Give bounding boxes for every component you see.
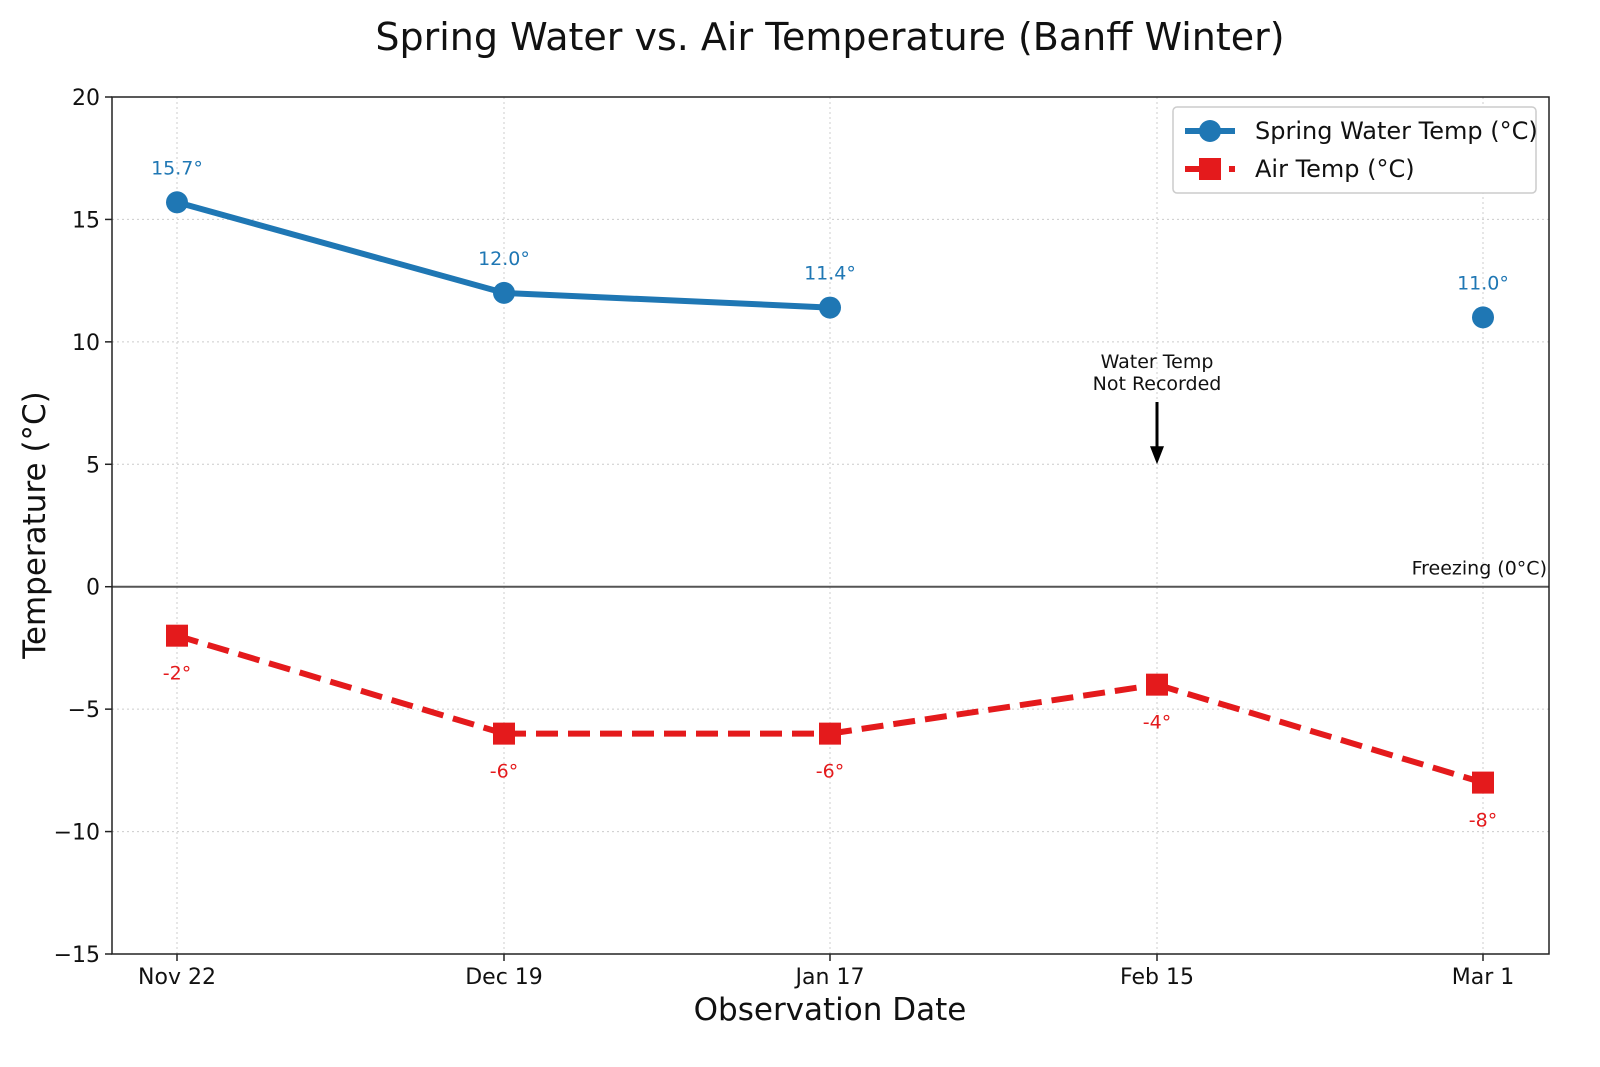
water-line-segment — [503, 289, 831, 311]
annotation-arrow-head — [1150, 446, 1164, 465]
series-group — [166, 191, 1494, 794]
air-line-segment — [176, 632, 505, 737]
x-tick-label: Feb 15 — [1120, 965, 1194, 990]
y-tick-label: 0 — [86, 576, 100, 601]
annotation-text: Not Recorded — [1093, 373, 1222, 395]
air-point — [493, 722, 515, 745]
water-data-label: 12.0° — [478, 248, 530, 270]
chart-title: Spring Water vs. Air Temperature (Banff … — [375, 15, 1284, 59]
air-data-label: -6° — [490, 761, 518, 783]
air-data-label: -6° — [816, 761, 844, 783]
legend-box — [1172, 106, 1537, 194]
air-point — [1146, 673, 1168, 696]
x-axis-label: Observation Date — [694, 992, 967, 1028]
water-data-label: 11.4° — [804, 263, 856, 285]
water-point — [1472, 306, 1494, 329]
y-tick-label: 5 — [86, 453, 100, 478]
water-data-label: 11.0° — [1457, 272, 1509, 294]
freezing-label: Freezing (0°C) — [1412, 558, 1547, 580]
legend: Spring Water Temp (°C) Air Temp (°C) — [1172, 106, 1538, 194]
water-line-segment — [176, 199, 505, 296]
y-tick-label: 15 — [72, 208, 100, 233]
annotation-text: Water Temp — [1101, 351, 1214, 373]
x-ticks: Nov 22 Dec 19 Jan 17 Feb 15 Mar 1 — [138, 954, 1514, 990]
y-axis-label: Temperature (°C) — [17, 391, 53, 660]
legend-label: Air Temp (°C) — [1255, 155, 1415, 183]
air-data-label: -4° — [1143, 712, 1171, 734]
plot-frame — [111, 96, 1550, 955]
legend-label: Spring Water Temp (°C) — [1255, 117, 1538, 145]
air-data-label: -8° — [1469, 810, 1497, 832]
y-tick-label: −10 — [54, 821, 100, 846]
water-data-label: 15.7° — [151, 157, 203, 179]
air-line-segment — [1156, 681, 1484, 786]
x-tick-label: Dec 19 — [465, 965, 543, 990]
x-tick-label: Nov 22 — [138, 965, 216, 990]
x-tick-label: Mar 1 — [1452, 965, 1515, 990]
air-line-segment — [829, 681, 1158, 737]
water-point — [166, 191, 188, 214]
y-ticks: 20 15 10 5 0 −5 −10 −15 — [54, 86, 112, 968]
legend-marker-square — [1199, 158, 1221, 180]
water-point — [819, 296, 841, 319]
data-labels: 15.7° 12.0° 11.4° 11.0° -2° -6° -6° -4° -8° — [151, 157, 1509, 831]
air-data-label: -2° — [163, 663, 191, 685]
y-tick-label: 10 — [72, 331, 100, 356]
air-point — [166, 624, 188, 647]
y-tick-label: −15 — [54, 943, 100, 968]
reference-line-group: Freezing (0°C) — [112, 558, 1549, 588]
y-tick-label: −5 — [68, 698, 100, 723]
water-point — [493, 281, 515, 304]
x-tick-label: Jan 17 — [794, 965, 865, 990]
air-point — [819, 722, 841, 745]
grid — [112, 96, 1549, 955]
air-point — [1472, 771, 1494, 794]
y-tick-label: 20 — [72, 86, 100, 111]
legend-marker-circle — [1199, 120, 1221, 142]
